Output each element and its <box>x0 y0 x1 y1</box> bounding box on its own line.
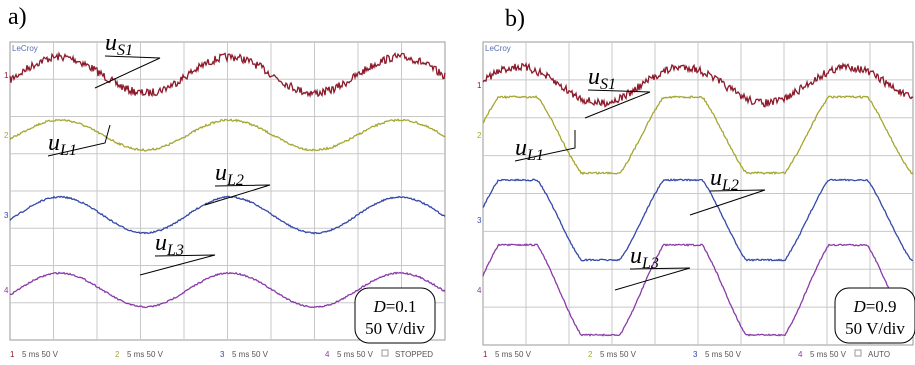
footer-setting: 5 ms 50 V <box>22 350 59 359</box>
label-base: u <box>48 130 60 156</box>
footer-setting: 5 ms 50 V <box>495 350 532 359</box>
status-icon <box>382 350 388 356</box>
info-scale: 50 V/div <box>365 319 425 338</box>
footer-channel: 3 <box>220 350 225 359</box>
info-scale: 50 V/div <box>845 319 905 338</box>
channel-marker: 3 <box>477 216 482 225</box>
label-base: u <box>155 230 167 256</box>
footer-channel: 1 <box>483 350 488 359</box>
channel-marker: 4 <box>477 286 482 295</box>
waveform-label: uS1 <box>105 30 133 59</box>
footer-setting: 5 ms 50 V <box>705 350 742 359</box>
status-icon <box>855 350 861 356</box>
footer-status: AUTO <box>868 350 890 359</box>
panel-tag: a) <box>8 4 27 30</box>
footer-channel: 4 <box>798 350 803 359</box>
footer-status: STOPPED <box>395 350 433 359</box>
footer-setting: 5 ms 50 V <box>337 350 374 359</box>
param-value: =0.9 <box>866 297 897 316</box>
label-base: u <box>515 135 527 161</box>
channel-marker: 4 <box>4 286 9 295</box>
channel-marker: 1 <box>477 81 482 90</box>
info-param: D=0.9 <box>852 297 896 316</box>
footer-setting: 5 ms 50 V <box>600 350 637 359</box>
label-base: u <box>588 64 600 90</box>
label-base: u <box>710 165 722 191</box>
label-base: u <box>215 160 227 186</box>
brand: LeCroy <box>12 44 38 53</box>
info-param: D=0.1 <box>372 297 416 316</box>
footer-channel: 2 <box>588 350 593 359</box>
channel-marker: 2 <box>477 131 482 140</box>
footer-setting: 5 ms 50 V <box>810 350 847 359</box>
label-sub: L2 <box>226 172 244 189</box>
figure: a)LeCroy1234uS1uL1uL2uL3D=0.150 V/div15 … <box>0 0 915 365</box>
panel-tag: b) <box>505 6 525 32</box>
label-sub: L2 <box>721 177 739 194</box>
label-base: u <box>105 30 117 56</box>
param-value: =0.1 <box>386 297 417 316</box>
label-sub: L3 <box>166 242 184 259</box>
footer-channel: 1 <box>10 350 15 359</box>
label-base: u <box>630 243 642 269</box>
channel-marker: 1 <box>4 71 9 80</box>
footer-setting: 5 ms 50 V <box>127 350 164 359</box>
footer-channel: 2 <box>115 350 120 359</box>
brand: LeCroy <box>485 44 511 53</box>
footer-setting: 5 ms 50 V <box>232 350 269 359</box>
channel-marker: 3 <box>4 211 9 220</box>
param-name: D <box>372 297 386 316</box>
channel-marker: 2 <box>4 131 9 140</box>
param-name: D <box>852 297 866 316</box>
footer-channel: 4 <box>325 350 330 359</box>
label-sub: L3 <box>641 255 659 272</box>
footer-channel: 3 <box>693 350 698 359</box>
